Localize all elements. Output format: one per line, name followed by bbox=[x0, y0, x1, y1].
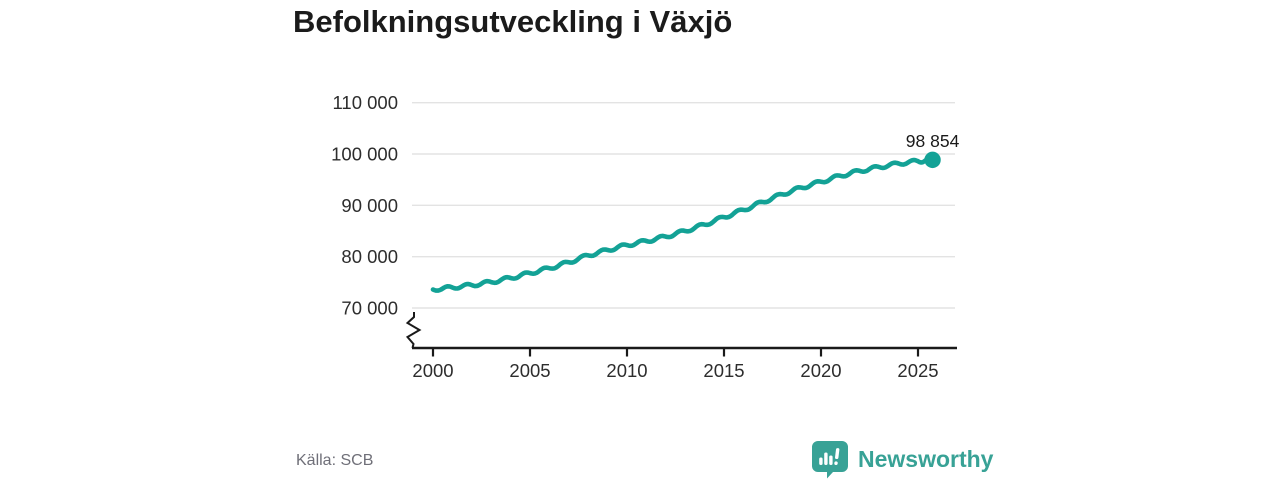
population-series-line bbox=[430, 156, 935, 293]
newsworthy-logo-icon bbox=[811, 440, 849, 479]
chart-title: Befolkningsutveckling i Växjö bbox=[293, 4, 733, 39]
end-point-dot bbox=[924, 151, 941, 169]
y-tick-label: 70 000 bbox=[341, 297, 398, 318]
x-tick-label: 2020 bbox=[800, 360, 841, 381]
end-point-value-label: 98 854 bbox=[906, 131, 960, 151]
y-tick-label: 80 000 bbox=[341, 246, 398, 267]
axis-break-icon bbox=[405, 312, 422, 349]
x-tick-label: 2005 bbox=[509, 360, 550, 381]
y-tick-label: 110 000 bbox=[333, 92, 399, 113]
x-tick-label: 2025 bbox=[897, 360, 938, 381]
x-tick-label: 2000 bbox=[412, 360, 453, 381]
source-label: Källa: SCB bbox=[296, 452, 374, 469]
y-tick-label: 90 000 bbox=[341, 195, 398, 216]
x-tick-label: 2010 bbox=[606, 360, 647, 381]
brand-name: Newsworthy bbox=[858, 446, 994, 472]
y-tick-label: 100 000 bbox=[331, 144, 398, 165]
x-tick-label: 2015 bbox=[703, 360, 744, 381]
newsworthy-brand: Newsworthy bbox=[811, 440, 993, 479]
